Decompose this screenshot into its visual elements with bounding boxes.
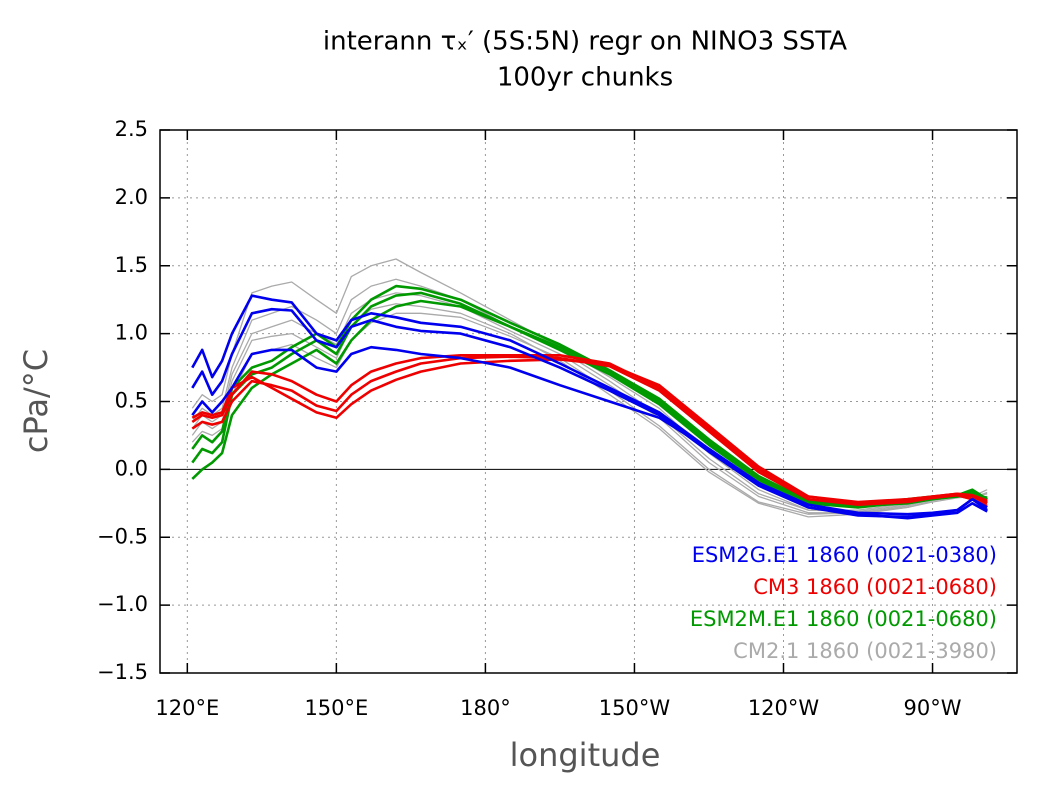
data-line <box>191 303 988 518</box>
data-line <box>191 299 988 509</box>
chart-subtitle: 100yr chunks <box>497 63 673 93</box>
x-tick-label: 90°W <box>904 696 962 720</box>
data-line <box>191 291 988 506</box>
data-line <box>191 312 988 515</box>
legend-entry: ESM2M.E1 1860 (0021-0680) <box>690 607 997 631</box>
x-tick-label: 180° <box>460 696 511 720</box>
x-tick-label: 150°W <box>599 696 671 720</box>
data-line <box>191 278 988 513</box>
y-tick-label: 2.0 <box>115 185 148 209</box>
y-tick-label: 0.5 <box>115 389 148 413</box>
y-tick-label: −1.5 <box>97 660 148 684</box>
data-line <box>191 258 988 511</box>
data-line <box>191 294 988 519</box>
y-tick-label: 1.0 <box>115 321 148 345</box>
y-tick-label: −1.0 <box>97 592 148 616</box>
x-tick-label: 150°E <box>304 696 368 720</box>
y-tick-label: 1.5 <box>115 253 148 277</box>
data-line <box>191 292 988 514</box>
y-axis-label: cPa/°C <box>17 349 55 453</box>
data-line <box>191 358 988 504</box>
legend-entry: CM3 1860 (0021-0680) <box>753 575 997 599</box>
x-axis-label: longitude <box>510 736 661 774</box>
legend-entry: CM2.1 1860 (0021-3980) <box>733 639 997 663</box>
x-tick-label: 120°E <box>155 696 219 720</box>
y-tick-label: 0.0 <box>115 456 148 480</box>
y-tick-label: −0.5 <box>97 524 148 548</box>
data-line <box>191 355 988 508</box>
plot-frame <box>159 129 1018 674</box>
y-tick-label: 2.5 <box>115 117 148 141</box>
data-line <box>191 307 988 520</box>
x-tick-label: 120°W <box>748 696 820 720</box>
legend-entry: ESM2G.E1 1860 (0021-0380) <box>692 543 997 567</box>
data-line <box>191 345 988 516</box>
chart-title: interann τₓ′ (5S:5N) regr on NINO3 SSTA <box>323 27 847 57</box>
